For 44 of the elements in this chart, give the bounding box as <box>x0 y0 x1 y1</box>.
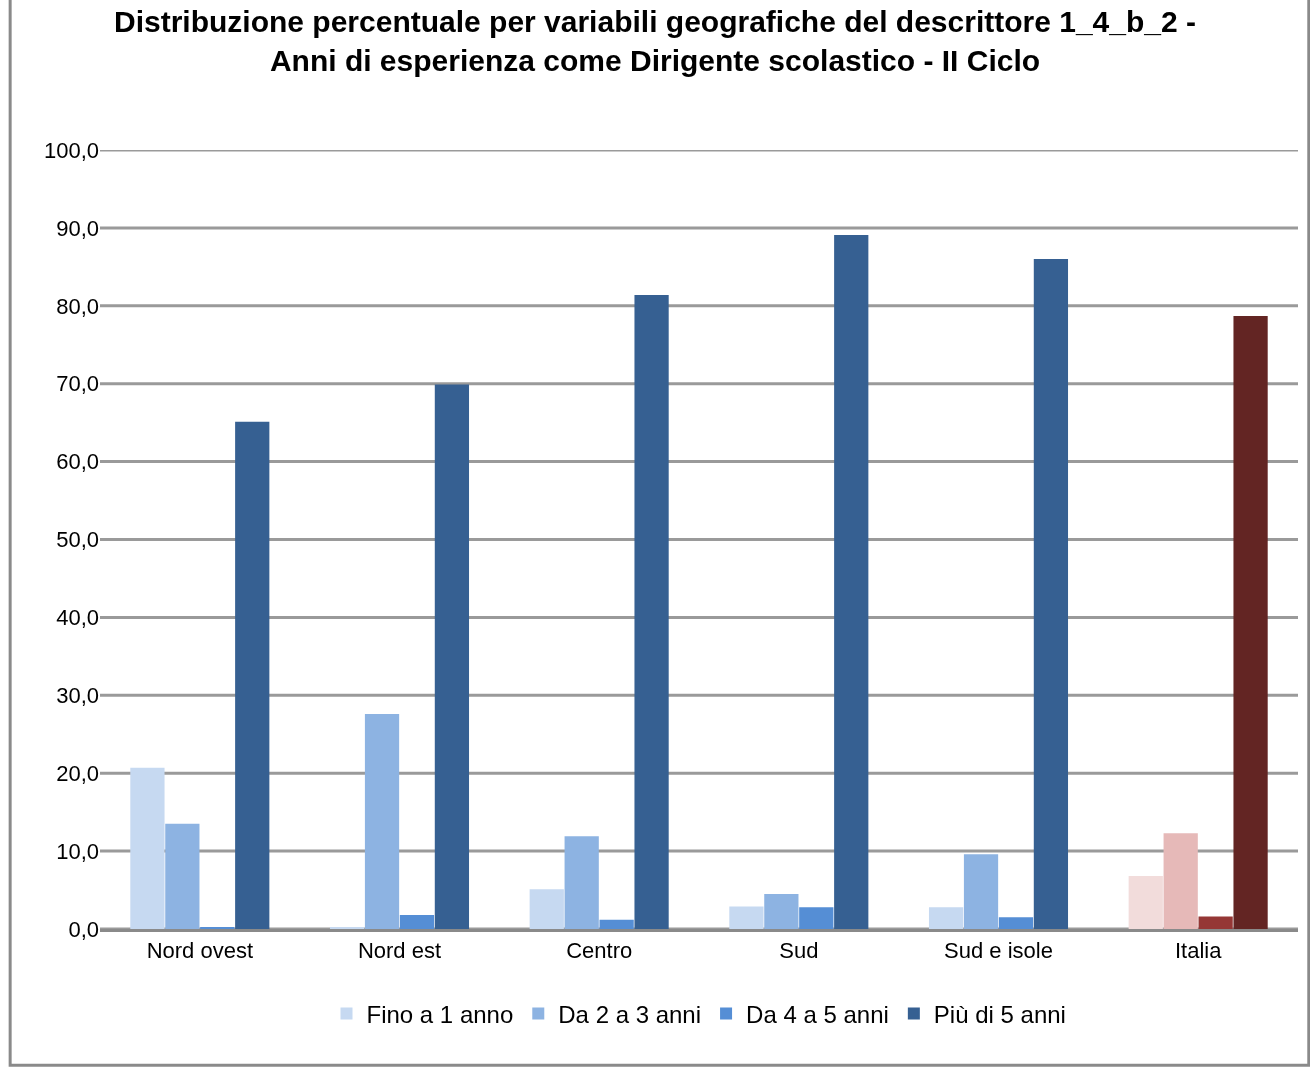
bar <box>834 234 869 929</box>
x-tick-label: Centro <box>566 938 633 964</box>
y-tick-label: 30,0 <box>56 683 99 708</box>
bar <box>599 919 634 929</box>
bar <box>799 907 834 929</box>
bar <box>130 767 165 929</box>
y-tick-label: 90,0 <box>56 215 99 241</box>
y-tick-label: 0,0 <box>68 916 99 942</box>
bar <box>928 907 964 929</box>
bar <box>1198 916 1233 929</box>
bar <box>1233 315 1268 929</box>
bar <box>634 294 669 929</box>
x-tick-label: Nord est <box>357 938 442 964</box>
bar <box>998 917 1034 929</box>
y-tick-label: 100,0 <box>43 137 99 163</box>
y-tick-label: 50,0 <box>56 527 99 553</box>
bar <box>529 889 564 929</box>
x-tick-label: Nord ovest <box>146 938 254 964</box>
bar <box>165 823 200 929</box>
y-tick-label: 40,0 <box>56 605 99 631</box>
y-tick-label: 80,0 <box>56 293 99 319</box>
bar <box>729 906 764 929</box>
legend-label: Da 4 a 5 anni <box>746 1000 889 1028</box>
bar <box>764 893 799 929</box>
y-tick-label: 70,0 <box>56 371 99 397</box>
legend-label: Più di 5 anni <box>933 1000 1066 1028</box>
bar <box>434 384 470 929</box>
legend-label: Fino a 1 anno <box>366 1000 514 1028</box>
bar <box>1163 833 1198 929</box>
y-tick-label: 20,0 <box>56 760 99 786</box>
bar <box>963 854 999 929</box>
bar <box>1128 876 1163 929</box>
bar <box>399 914 435 929</box>
legend-label: Da 2 a 3 anni <box>558 1000 702 1028</box>
y-tick-label: 10,0 <box>56 838 99 864</box>
bar <box>564 836 599 929</box>
chart-title: Distribuzione percentuale per variabili geografiche del descrittore 1_4_b_2 - Anni di esperienza come Dirigente scolastico - II Ciclo <box>113 5 1197 78</box>
x-tick-label: Italia <box>1174 938 1223 964</box>
y-tick-label: 60,0 <box>56 449 99 475</box>
bar <box>235 421 270 929</box>
bar <box>1033 259 1069 929</box>
x-tick-label: Sud <box>779 938 819 964</box>
bar <box>364 714 400 929</box>
x-tick-label: Sud e isole <box>944 938 1053 964</box>
